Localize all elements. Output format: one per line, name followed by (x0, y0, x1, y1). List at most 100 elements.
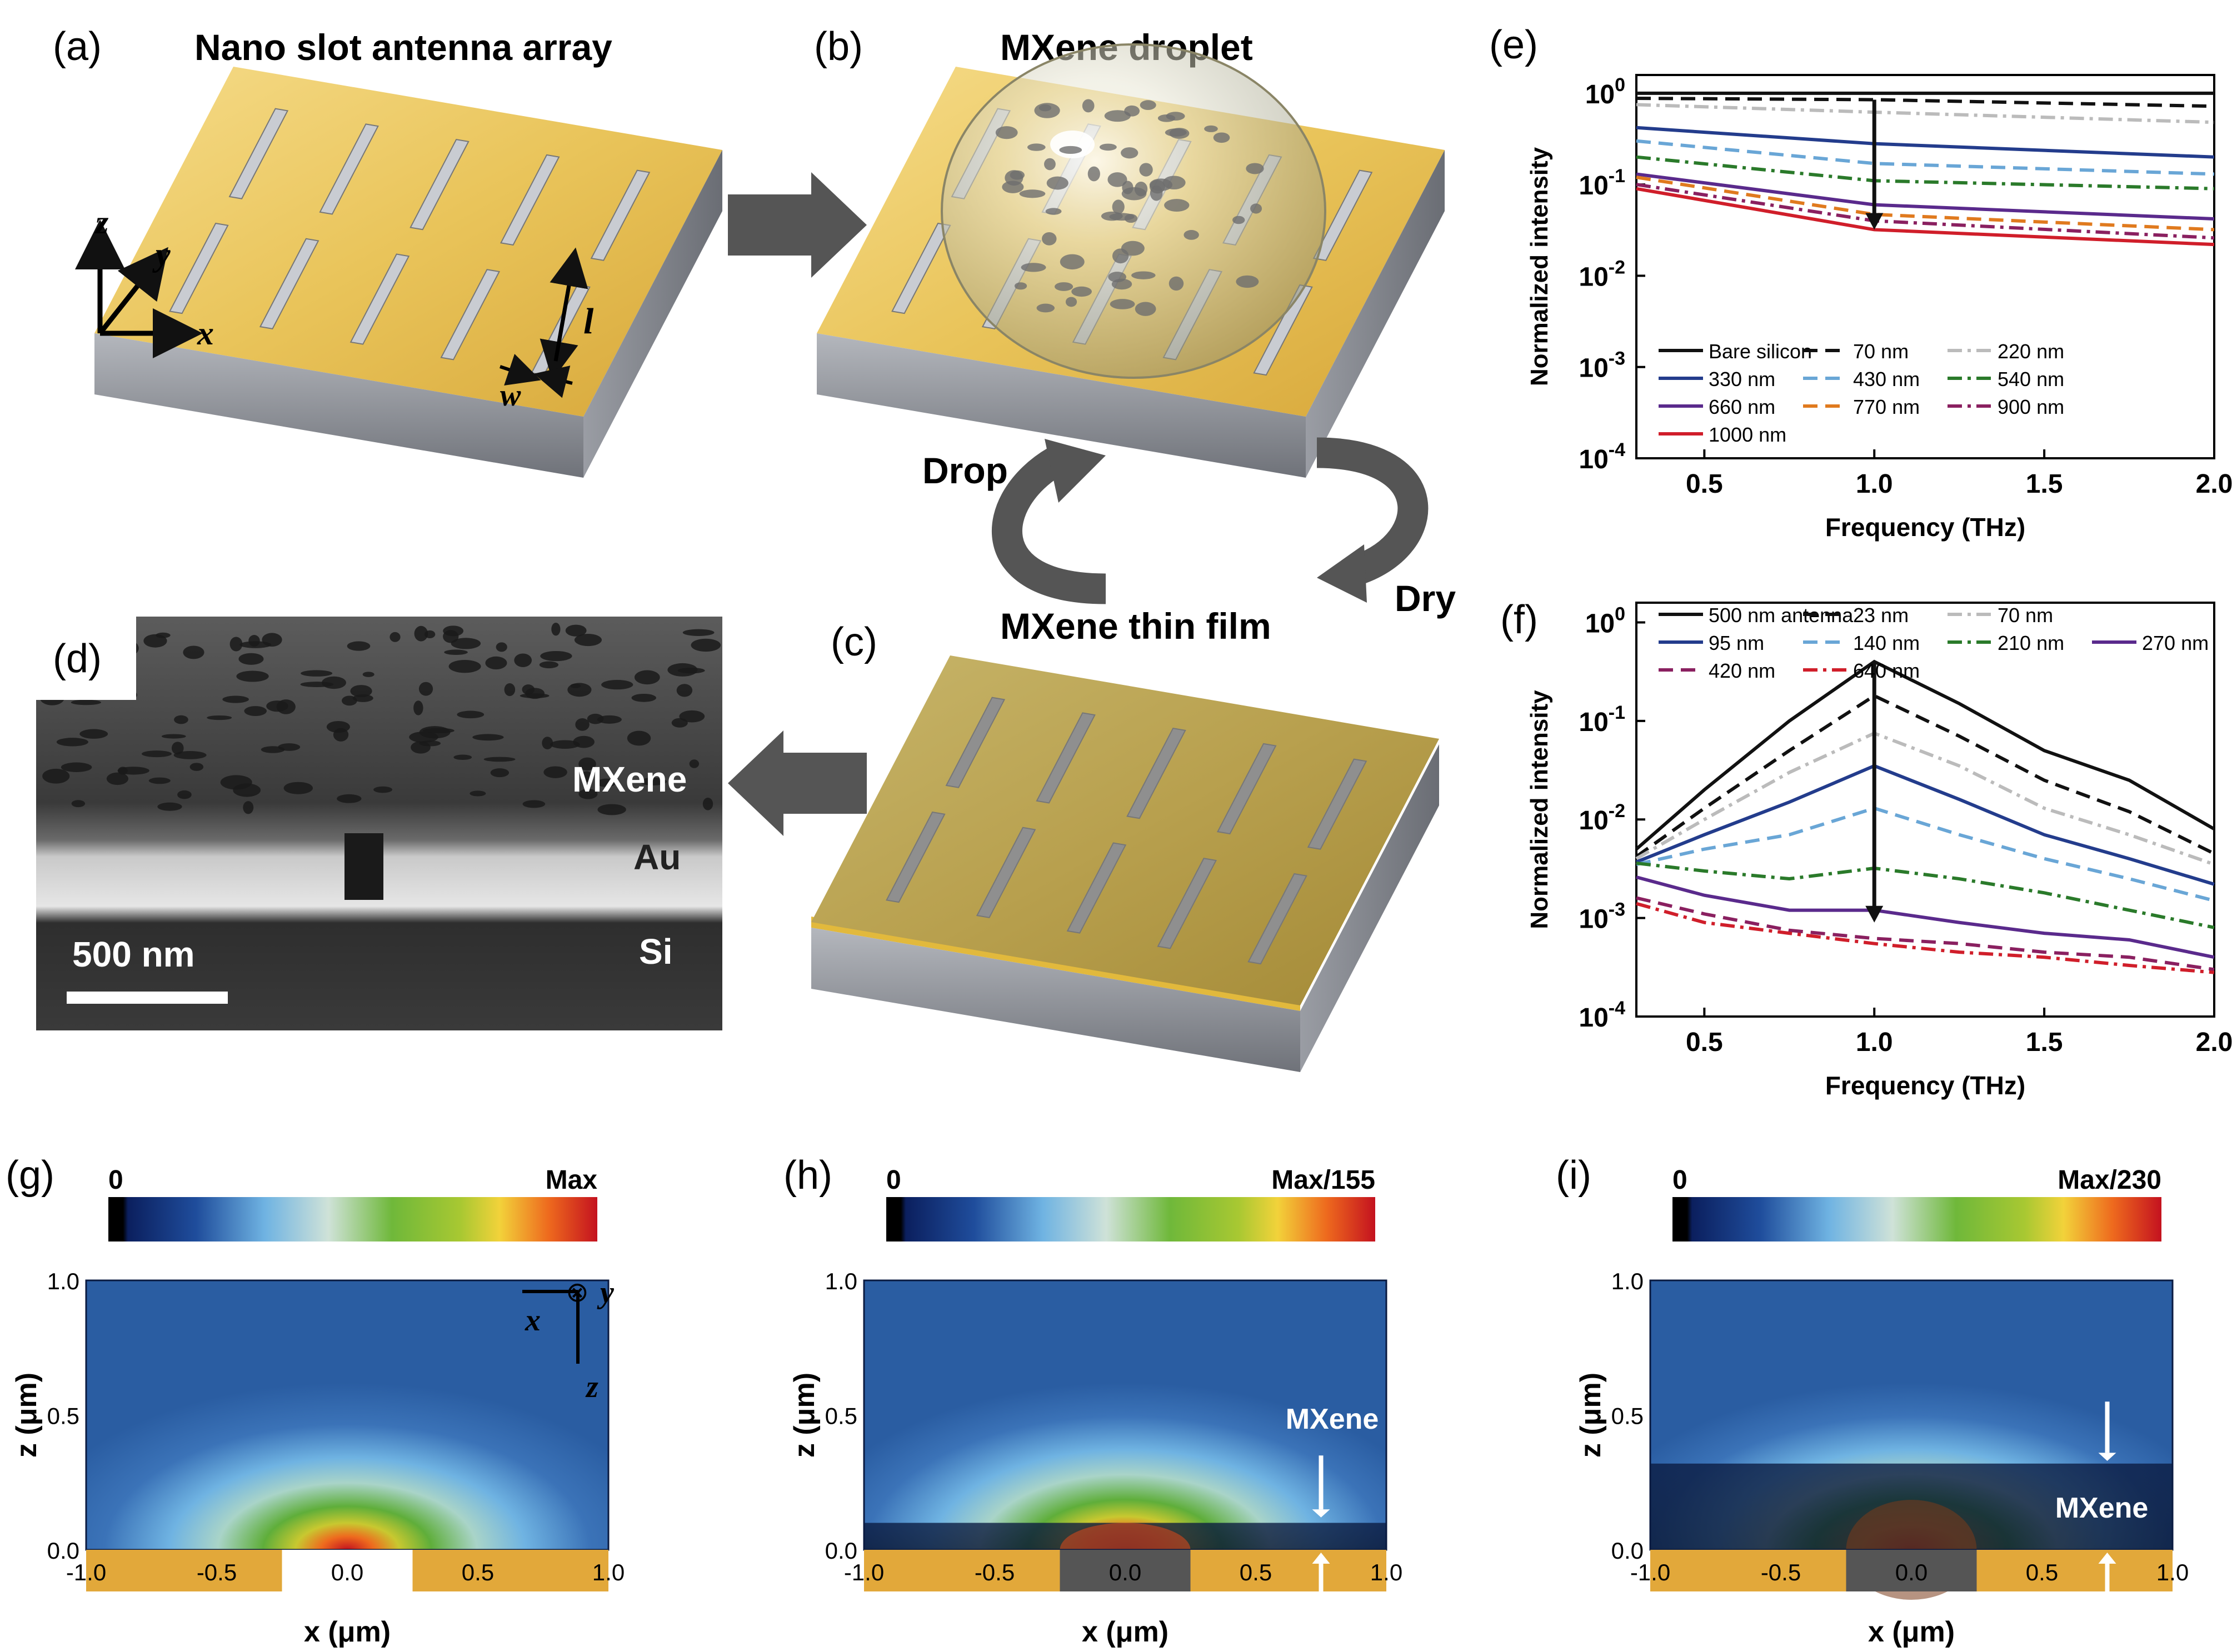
sem-pore (418, 682, 433, 696)
legend-label: 23 nm (1853, 604, 1909, 627)
sem-pore (220, 775, 252, 790)
x-tick-label: 2.0 (2196, 469, 2232, 499)
sem-pore (570, 683, 581, 688)
sem-pore (679, 710, 705, 723)
sem-pore (543, 766, 567, 778)
mxene-flake (1204, 125, 1218, 132)
sem-pore (702, 797, 713, 810)
x-tick-label: 1.0 (1856, 469, 1893, 499)
legend-label: 770 nm (1853, 396, 1920, 418)
sem-pore (540, 650, 572, 662)
trend-arrowhead (1865, 905, 1884, 923)
chart-e: (e) 100 10-1 10-2 10-3 10-4 0.5 1.0 1.5 2.0 Frequ… (1489, 23, 2232, 542)
axis-x-symbol: x (197, 315, 214, 352)
sem-pore (578, 789, 598, 799)
sem-pore (414, 625, 428, 642)
x-tick-label: 0.0 (331, 1559, 363, 1585)
x-tick-label: -0.5 (1761, 1559, 1801, 1585)
sem-pore (601, 680, 633, 690)
sem-pore (409, 731, 438, 743)
series-line (1636, 103, 2215, 124)
mxene-flake (1121, 241, 1145, 256)
sem-pore (640, 777, 667, 786)
sem-si-label: Si (639, 932, 672, 972)
sem-pore (189, 763, 204, 771)
mxene-flake (1140, 100, 1156, 111)
colorbar-min-label: 0 (108, 1165, 123, 1195)
axis-z-symbol: z (94, 204, 109, 241)
heatmap-g: (g) 0 Max 0.0 0.5 1.0 -1.0 -0.5 0.0 0.5 1.0 x (μm)… (6, 1153, 625, 1648)
sem-pore (514, 653, 532, 667)
mxene-flake (1087, 166, 1100, 182)
legend-label: 70 nm (1998, 604, 2053, 627)
slot (886, 811, 946, 903)
legend-label: 540 nm (1998, 368, 2064, 391)
slot (319, 123, 379, 215)
slot (976, 827, 1036, 919)
panel-label-i: (i) (1556, 1153, 1591, 1198)
sem-pore (597, 715, 622, 724)
sem-pore (157, 802, 182, 811)
mxene-arrowhead-down (2098, 1453, 2116, 1461)
y-axis-label: Normalized intensity (1526, 690, 1553, 929)
mxene-flake (1169, 276, 1184, 291)
field-intensity (86, 1280, 608, 1550)
slot-array (886, 697, 1367, 965)
mxene-flake (1054, 282, 1073, 291)
series-line (1636, 139, 2215, 176)
slot (259, 238, 319, 330)
sem-pore (565, 624, 587, 637)
plot-frame (1635, 74, 2215, 459)
sem-pore (504, 683, 516, 697)
sem-pore (444, 649, 468, 655)
x-tick-label: 0.5 (1686, 1028, 1723, 1057)
series-line (1635, 764, 2215, 886)
sem-pore (390, 632, 401, 642)
legend-label: 640 nm (1853, 659, 1920, 682)
mxene-flake (1157, 114, 1176, 122)
y-tick-label: 10-2 (1579, 800, 1625, 835)
colorbar-max-label: Max/230 (2058, 1165, 2161, 1195)
heatmap-h: (h) 0 Max/155 0.0 0.5 1.0 -1.0 -0.5 0.0 0.5 1.0 x … (783, 1153, 1402, 1648)
axis-y-symbol: y (152, 236, 171, 273)
series-line (1635, 659, 2215, 850)
width-symbol: w (500, 378, 521, 413)
sem-pore (117, 767, 149, 775)
gold-electrode-left (86, 1550, 282, 1591)
substrate-front (817, 333, 1306, 478)
y-tick-label: 10-1 (1579, 702, 1625, 737)
mxene-flake (1019, 189, 1046, 198)
sem-pore (448, 660, 481, 673)
mxene-flake (1036, 303, 1055, 313)
mxene-flake (1110, 299, 1135, 309)
panel-d-label-bg (36, 617, 136, 700)
sem-pore (261, 746, 285, 753)
mxene-flake (1232, 216, 1245, 224)
sem-pore (373, 786, 393, 793)
series-line (1636, 96, 2215, 108)
colorbar-min-label: 0 (886, 1165, 901, 1195)
drop-arc (991, 448, 1106, 604)
sem-pore (71, 800, 86, 808)
mxene-flake (1059, 146, 1082, 154)
legend-label: 1000 nm (1709, 423, 1786, 446)
mxene-flake (1246, 163, 1264, 174)
x-tick-label: 1.0 (1370, 1559, 1402, 1585)
sem-pore (337, 794, 362, 803)
slot (945, 697, 1006, 788)
slot (1307, 758, 1367, 850)
sem-pore (229, 637, 243, 652)
mxene-flake (1131, 271, 1156, 279)
x-tick-label: 1.5 (2026, 1028, 2063, 1057)
sem-pore (667, 663, 698, 677)
sem-pore (631, 693, 656, 702)
sem-pore (542, 737, 553, 750)
slot-gap (1846, 1550, 1977, 1591)
slot (1066, 842, 1127, 934)
x-tick-label: 0.5 (1686, 469, 1723, 499)
x-tick-label: 0.5 (1240, 1559, 1272, 1585)
sem-pore (627, 730, 651, 746)
substrate-side (1300, 744, 1439, 1072)
process-cycle: Drop Dry (922, 437, 1456, 619)
x-tick-label: 1.0 (2156, 1559, 2189, 1585)
